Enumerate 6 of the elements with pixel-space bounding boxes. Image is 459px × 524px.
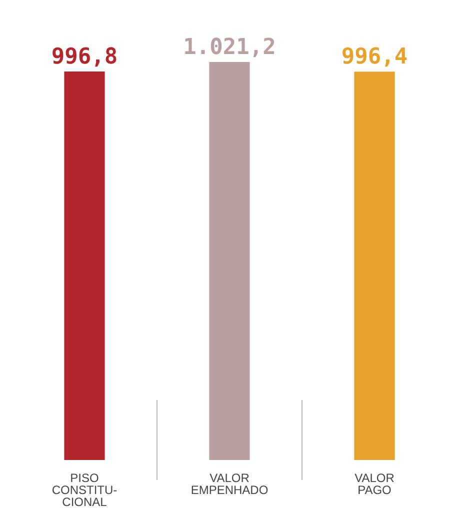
data-label: 996,4 [341, 44, 408, 70]
x-tick-label: VALOR EMPENHADO [190, 471, 268, 497]
data-label: 996,8 [51, 44, 118, 70]
x-tick-label: VALOR PAGO [354, 471, 395, 497]
data-label: 1.021,2 [183, 35, 276, 60]
x-tick-label: PISO CONSTITU- CIONAL [52, 471, 118, 509]
